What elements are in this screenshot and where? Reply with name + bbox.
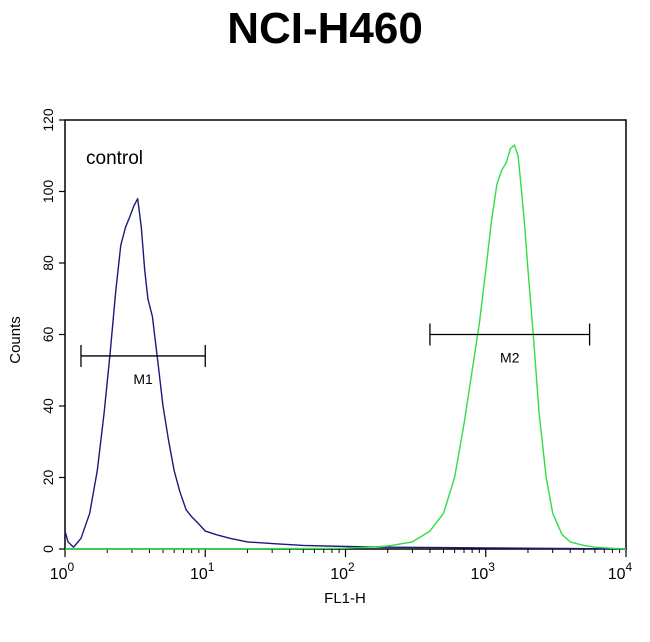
- x-axis-label: FL1-H: [324, 590, 366, 607]
- y-tick-label: 40: [40, 398, 56, 414]
- control-annotation: control: [86, 148, 143, 169]
- x-tick-label: 103: [471, 560, 496, 583]
- y-tick-label: 100: [40, 180, 56, 204]
- histogram-series-1: [64, 197, 627, 550]
- y-tick-label: 120: [40, 108, 56, 132]
- y-tick-label: 0: [40, 545, 56, 553]
- x-tick-label: 104: [608, 560, 633, 583]
- y-axis-label: Counts: [7, 316, 24, 364]
- y-tick-label: 80: [40, 255, 56, 271]
- histogram-series-2: [65, 144, 627, 550]
- x-tick-label: 101: [190, 560, 215, 583]
- chart-title: NCI-H460: [227, 4, 423, 53]
- y-tick-label: 20: [40, 470, 56, 486]
- marker-label: M2: [500, 350, 520, 366]
- x-tick-label: 100: [50, 560, 75, 583]
- x-tick-label: 102: [330, 560, 355, 583]
- y-tick-label: 60: [40, 327, 56, 343]
- marker-label: M1: [133, 371, 153, 387]
